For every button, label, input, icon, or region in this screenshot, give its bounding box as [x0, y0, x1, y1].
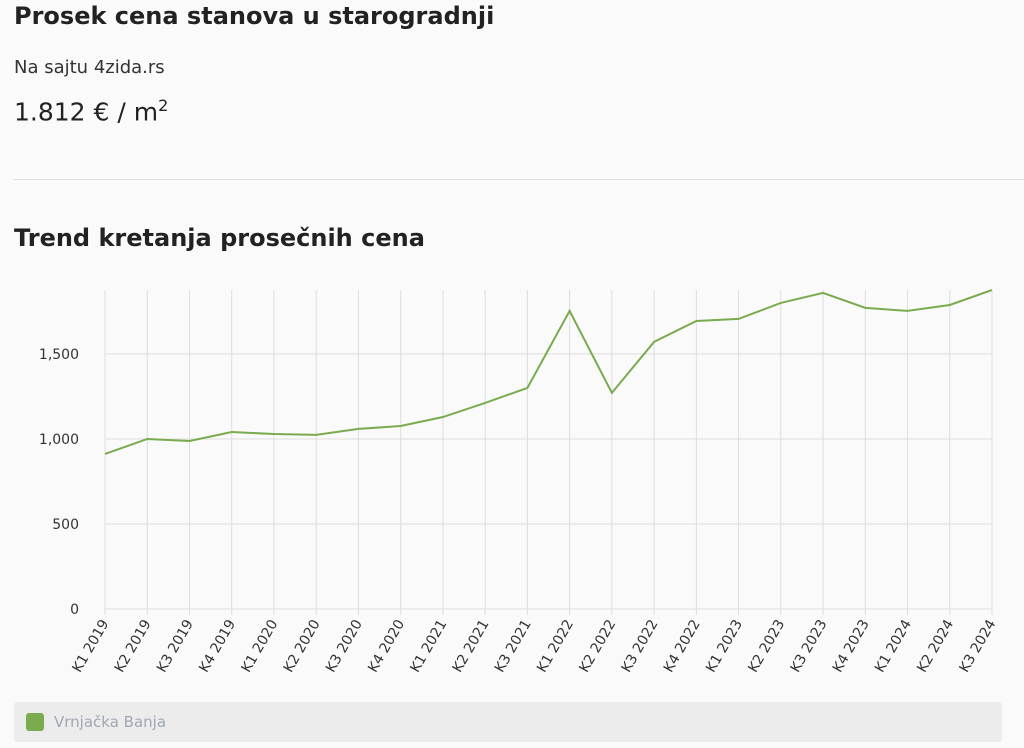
x-tick-label: K3 2024: [957, 617, 1000, 675]
x-tick-label: K1 2019: [70, 617, 113, 675]
price: 1.812 € / m2: [14, 96, 168, 126]
x-tick-label: K4 2020: [365, 617, 408, 675]
x-tick-label: K3 2023: [788, 617, 831, 675]
legend[interactable]: Vrnjačka Banja: [14, 702, 1002, 742]
x-tick-label: K2 2020: [281, 617, 324, 675]
x-tick-label: K3 2020: [323, 617, 366, 675]
x-tick-label: K2 2024: [914, 617, 957, 675]
price-value: 1.812 € / m: [14, 97, 159, 127]
x-tick-label: K1 2021: [407, 617, 450, 675]
separator: [14, 179, 1024, 180]
chart-heading: Trend kretanja prosečnih cena: [14, 224, 425, 252]
y-tick-label: 1,500: [39, 347, 79, 363]
y-tick-label: 500: [52, 517, 79, 533]
x-tick-label: K1 2022: [534, 617, 577, 675]
page-title: Prosek cena stanova u starogradnji: [14, 2, 495, 30]
x-tick-label: K1 2024: [872, 617, 915, 675]
price-exponent: 2: [158, 96, 169, 115]
x-tick-label: K3 2019: [154, 617, 197, 675]
x-tick-label: K4 2023: [830, 617, 873, 675]
x-tick-label: K3 2021: [492, 617, 535, 675]
x-tick-label: K1 2023: [703, 617, 746, 675]
x-tick-label: K4 2022: [661, 617, 704, 675]
subtitle: Na sajtu 4zida.rs: [14, 57, 165, 78]
x-tick-label: K3 2022: [619, 617, 662, 675]
series-line: [104, 289, 993, 455]
y-tick-label: 1,000: [39, 432, 79, 448]
x-tick-label: K2 2019: [112, 617, 155, 675]
legend-swatch: [26, 713, 44, 731]
x-tick-label: K4 2019: [196, 617, 239, 675]
x-tick-label: K2 2023: [745, 617, 788, 675]
y-tick-label: 0: [70, 602, 79, 618]
x-tick-label: K2 2021: [450, 617, 493, 675]
x-tick-label: K2 2022: [576, 617, 619, 675]
legend-label: Vrnjačka Banja: [54, 713, 167, 731]
x-tick-label: K1 2020: [238, 617, 281, 675]
